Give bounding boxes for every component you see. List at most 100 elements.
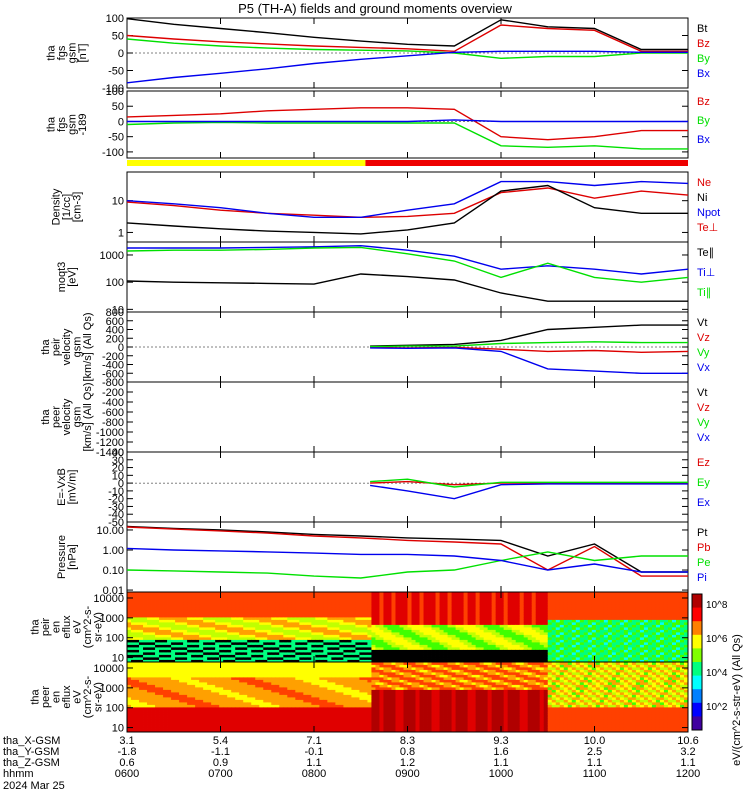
ion-spectrogram-cell	[551, 607, 557, 610]
ion-spectrogram-cell	[295, 657, 300, 660]
ion-spectrogram-cell	[359, 647, 364, 650]
ion-spectrogram-cell	[151, 639, 156, 643]
ion-spectrogram-cell	[351, 619, 356, 623]
ion-spectrogram-cell	[519, 617, 525, 620]
ion-spectrogram-cell	[619, 622, 625, 625]
ion-spectrogram-cell	[147, 629, 152, 633]
ion-spectrogram-cell	[195, 597, 200, 600]
ion-spectrogram-cell	[663, 607, 669, 610]
ion-spectrogram-cell	[379, 632, 384, 635]
electron-spectrogram-cell	[175, 694, 180, 698]
ion-spectrogram-cell	[611, 632, 617, 635]
ion-spectrogram-cell	[407, 614, 412, 618]
ion-spectrogram-cell	[675, 619, 681, 623]
ion-spectrogram-cell	[203, 657, 208, 660]
ion-spectrogram-cell	[627, 614, 633, 618]
ion-spectrogram-cell	[431, 602, 436, 605]
electron-spectrogram-cell	[215, 679, 220, 683]
ion-spectrogram-cell	[383, 602, 388, 605]
ion-spectrogram-cell	[539, 637, 545, 640]
ion-spectrogram-cell	[411, 657, 416, 660]
ion-spectrogram-cell	[575, 647, 581, 650]
ion-spectrogram-cell	[199, 629, 204, 633]
ion-spectrogram-cell	[675, 629, 681, 633]
ion-spectrogram-cell	[603, 639, 609, 643]
electron-spectrogram-cell	[171, 712, 176, 715]
y-axis-label: tha	[30, 618, 42, 634]
ion-spectrogram-cell	[239, 637, 244, 640]
ion-spectrogram-cell	[171, 614, 176, 618]
ion-spectrogram-cell	[551, 612, 557, 615]
ion-spectrogram-cell	[371, 659, 376, 663]
ion-spectrogram-cell	[459, 642, 464, 645]
ion-spectrogram-cell	[307, 632, 312, 635]
ion-spectrogram-cell	[171, 604, 176, 608]
ion-spectrogram-cell	[403, 597, 408, 600]
ion-spectrogram-cell	[403, 624, 408, 628]
ion-spectrogram-cell	[635, 594, 641, 598]
ion-spectrogram-cell	[427, 647, 432, 650]
ion-spectrogram-cell	[507, 604, 513, 608]
ion-spectrogram-cell	[591, 637, 597, 640]
ion-spectrogram-cell	[395, 614, 400, 618]
ion-spectrogram-cell	[187, 637, 192, 640]
ion-spectrogram-cell	[595, 597, 601, 600]
electron-spectrogram-cell	[147, 664, 152, 668]
ion-spectrogram-cell	[683, 657, 689, 660]
ion-spectrogram-cell	[671, 614, 677, 618]
ion-spectrogram-cell	[327, 622, 332, 625]
ion-spectrogram-cell	[671, 604, 677, 608]
ion-spectrogram-cell	[255, 654, 260, 658]
ion-spectrogram-cell	[307, 622, 312, 625]
ion-spectrogram-cell	[431, 657, 436, 660]
ion-spectrogram-cell	[251, 657, 256, 660]
electron-spectrogram-cell	[127, 664, 132, 668]
electron-spectrogram-cell	[211, 709, 216, 713]
ion-spectrogram-cell	[367, 622, 372, 625]
ion-spectrogram-cell	[259, 644, 264, 648]
electron-spectrogram-cell	[179, 699, 184, 703]
electron-spectrogram-cell	[211, 702, 216, 705]
ion-spectrogram-cell	[275, 599, 280, 603]
ion-spectrogram-cell	[543, 659, 549, 663]
ion-spectrogram-cell	[599, 617, 605, 620]
electron-spectrogram-cell	[195, 684, 200, 688]
ion-spectrogram-cell	[343, 627, 348, 630]
ion-spectrogram-cell	[615, 637, 621, 640]
ion-spectrogram-cell	[263, 619, 268, 623]
electron-spectrogram-cell	[155, 664, 160, 668]
ion-spectrogram-cell	[335, 609, 340, 613]
ion-spectrogram-cell	[347, 632, 352, 635]
ion-spectrogram-cell	[191, 594, 196, 598]
ion-spectrogram-cell	[663, 649, 669, 653]
ion-spectrogram-cell	[139, 652, 144, 655]
ion-spectrogram-cell	[459, 592, 464, 595]
ion-spectrogram-cell	[275, 627, 280, 630]
ion-spectrogram-cell	[347, 614, 352, 618]
electron-spectrogram-cell	[187, 682, 192, 685]
ion-spectrogram-cell	[355, 592, 360, 595]
ion-spectrogram-cell	[655, 602, 661, 605]
electron-spectrogram-cell	[147, 682, 152, 685]
ion-spectrogram-cell	[419, 614, 424, 618]
ion-spectrogram-cell	[143, 644, 148, 648]
electron-spectrogram-cell	[179, 729, 184, 733]
ion-spectrogram-cell	[235, 619, 240, 623]
ion-spectrogram-cell	[323, 612, 328, 615]
ion-spectrogram-cell	[395, 592, 400, 595]
ion-spectrogram-cell	[207, 624, 212, 628]
ion-spectrogram-cell	[671, 634, 677, 638]
ion-spectrogram-cell	[499, 612, 505, 615]
ion-spectrogram-cell	[479, 639, 485, 643]
ion-spectrogram-cell	[331, 624, 336, 628]
ion-spectrogram-cell	[415, 607, 420, 610]
ion-spectrogram-cell	[551, 614, 557, 618]
ion-spectrogram-cell	[287, 647, 292, 650]
electron-spectrogram-cell	[163, 679, 168, 683]
ion-spectrogram-cell	[547, 619, 553, 623]
ion-spectrogram-cell	[463, 612, 469, 615]
y-axis-label: tha	[45, 44, 57, 60]
ion-spectrogram-cell	[635, 602, 641, 605]
ion-spectrogram-cell	[227, 657, 232, 660]
ion-spectrogram-cell	[311, 622, 316, 625]
